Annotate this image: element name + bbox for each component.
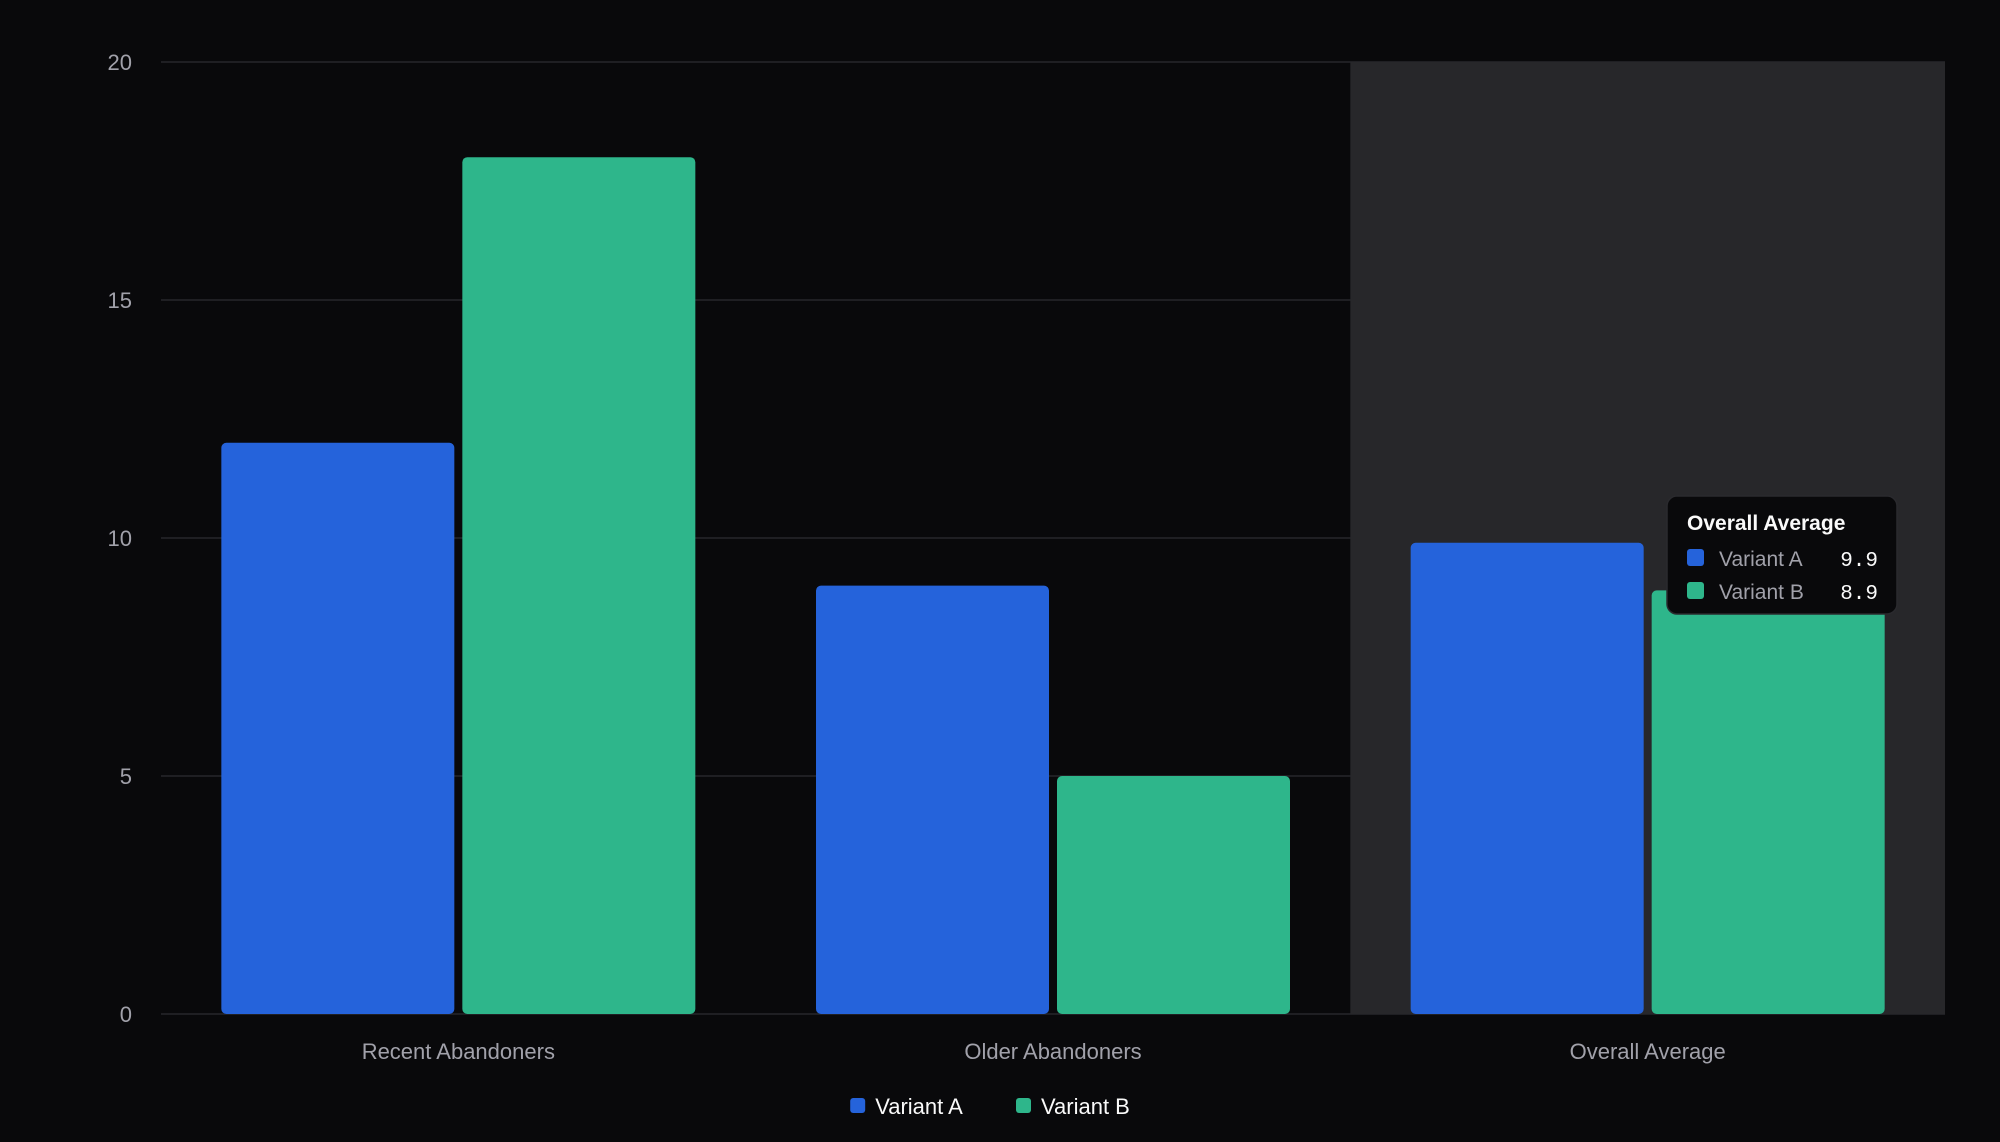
legend-item-variant-b[interactable]: Variant B: [1016, 1094, 1130, 1119]
tooltip-value-variant-b: 8.9: [1840, 583, 1878, 606]
y-tick-label-20: 20: [108, 50, 132, 75]
bars-layer: [221, 157, 1885, 1014]
legend-label-variant-b: Variant B: [1041, 1094, 1130, 1119]
tooltip-value-variant-a: 9.9: [1840, 550, 1878, 573]
bar-variant-b-older-abandoners[interactable]: [1057, 776, 1290, 1014]
x-tick-label-recent-abandoners: Recent Abandoners: [362, 1039, 555, 1064]
legend-swatch-variant-a: [850, 1098, 866, 1113]
bar-variant-a-older-abandoners[interactable]: [816, 585, 1049, 1014]
x-axis: Recent Abandoners Older Abandoners Overall…: [362, 1039, 1726, 1064]
bar-variant-b-recent-abandoners[interactable]: [462, 157, 696, 1014]
tooltip: Overall Average Variant A 9.9 Variant B 8.9: [1666, 495, 1898, 615]
y-axis: 0 5 10 15 20: [108, 50, 132, 1027]
tooltip-box: [1666, 495, 1898, 615]
y-tick-label-15: 15: [108, 288, 132, 313]
legend-swatch-variant-b: [1016, 1098, 1031, 1113]
legend: Variant A Variant B: [850, 1094, 1130, 1119]
x-tick-label-overall-average: Overall Average: [1570, 1039, 1726, 1064]
tooltip-label-variant-a: Variant A: [1719, 548, 1803, 571]
y-tick-label-0: 0: [120, 1002, 132, 1027]
y-tick-label-10: 10: [108, 526, 132, 551]
bar-variant-b-overall-average[interactable]: [1651, 590, 1885, 1014]
tooltip-swatch-variant-a: [1687, 549, 1704, 566]
tooltip-swatch-variant-b: [1687, 582, 1704, 599]
bar-variant-a-overall-average[interactable]: [1410, 542, 1644, 1014]
x-tick-label-older-abandoners: Older Abandoners: [964, 1039, 1141, 1064]
tooltip-title: Overall Average: [1687, 512, 1845, 535]
y-tick-label-5: 5: [120, 764, 132, 789]
tooltip-label-variant-b: Variant B: [1719, 581, 1804, 604]
legend-item-variant-a[interactable]: Variant A: [850, 1094, 963, 1119]
legend-label-variant-a: Variant A: [875, 1094, 963, 1119]
bar-variant-a-recent-abandoners[interactable]: [221, 442, 455, 1014]
